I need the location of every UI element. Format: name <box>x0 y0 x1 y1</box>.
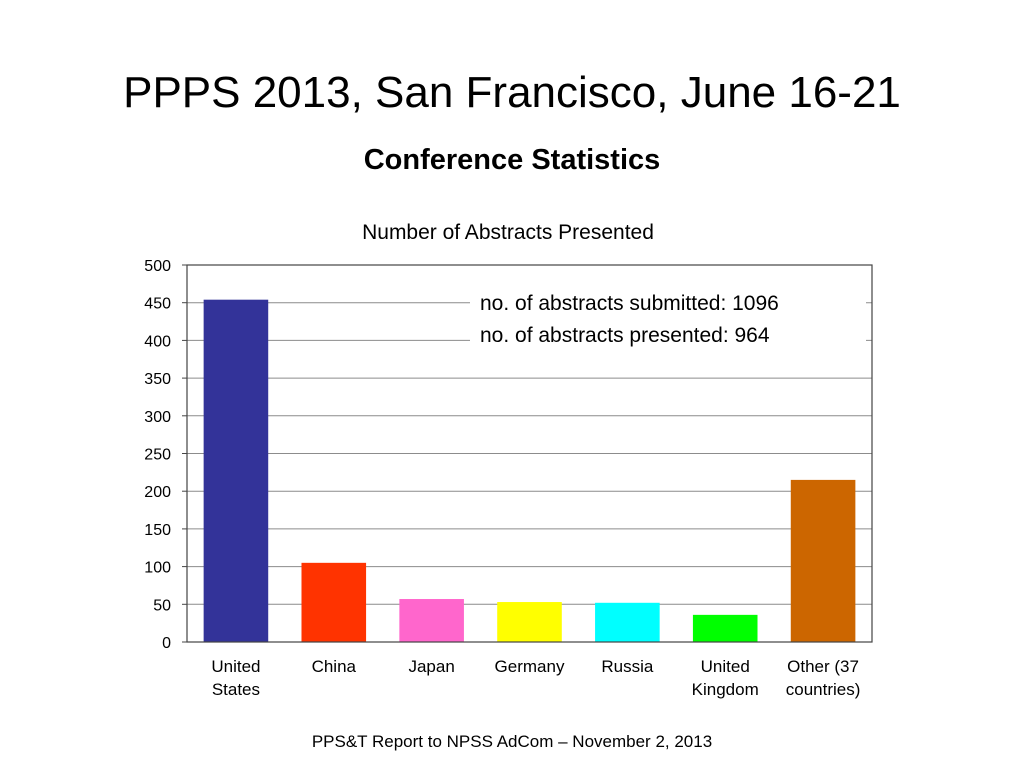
slide-title: PPPS 2013, San Francisco, June 16-21 <box>123 68 901 117</box>
bar <box>203 299 269 642</box>
x-category-label: Russia <box>601 657 654 676</box>
y-tick-label: 500 <box>144 258 171 275</box>
footer: PPS&T Report to NPSS AdCom – November 2,… <box>311 732 713 751</box>
bar <box>790 479 856 642</box>
x-axis-categories: United States China Japan Germany Russia Unite… <box>211 657 860 699</box>
chart-title: Number of Abstracts Presented <box>362 221 654 244</box>
annotation-presented: no. of abstracts presented: 964 <box>480 324 770 347</box>
annotation-box: no. of abstracts submitted: 1096 no. of … <box>470 284 866 350</box>
y-tick-label: 100 <box>144 560 171 577</box>
y-axis-ticks: 0 50 100 150 200 250 300 350 400 450 500 <box>144 258 187 652</box>
annotation-submitted: no. of abstracts submitted: 1096 <box>480 292 779 315</box>
y-tick-label: 300 <box>144 409 171 426</box>
bar <box>301 562 367 642</box>
x-category-label: Germany <box>495 657 565 676</box>
y-tick-label: 250 <box>144 447 171 464</box>
x-category-label: Other (37 <box>787 657 859 676</box>
annotation-background <box>470 284 866 350</box>
bar <box>399 599 464 642</box>
x-category-label: States <box>212 680 260 699</box>
y-tick-label: 350 <box>144 371 171 388</box>
x-category-label: countries) <box>786 680 861 699</box>
y-tick-label: 400 <box>144 333 171 350</box>
bar <box>595 602 660 642</box>
y-tick-label: 450 <box>144 296 171 313</box>
y-tick-label: 50 <box>153 597 171 614</box>
bar <box>497 602 562 642</box>
y-tick-label: 150 <box>144 522 171 539</box>
x-category-label: Kingdom <box>692 680 759 699</box>
y-tick-label: 200 <box>144 484 171 501</box>
bars <box>203 299 856 642</box>
slide-subtitle: Conference Statistics <box>363 144 661 176</box>
bar <box>692 614 758 642</box>
x-category-label: China <box>312 657 357 676</box>
x-category-label: United <box>701 657 750 676</box>
y-tick-label: 0 <box>162 635 171 652</box>
x-category-label: United <box>211 657 260 676</box>
x-category-label: Japan <box>408 657 454 676</box>
